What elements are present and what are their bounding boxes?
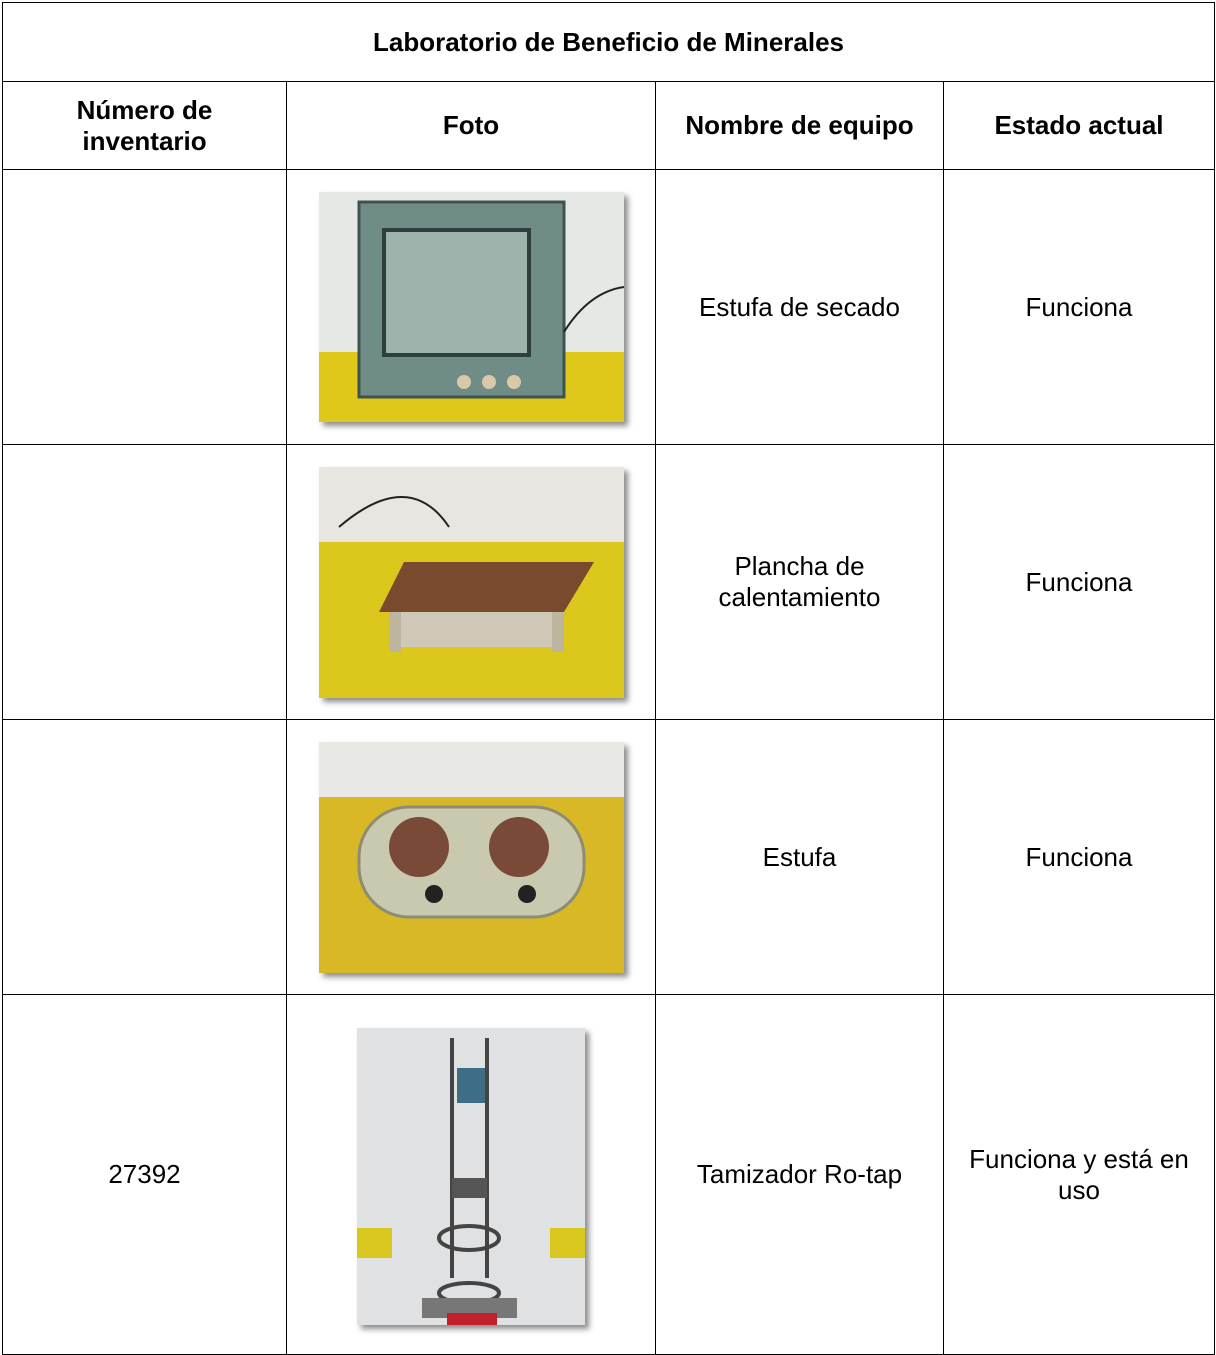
photo-cell <box>286 169 656 445</box>
header-cell: Estado actual <box>943 81 1215 170</box>
photo-cell <box>286 994 656 1355</box>
status-cell: Funciona y está en uso <box>943 994 1215 1355</box>
header-cell: Foto <box>286 81 656 170</box>
status-cell: Funciona <box>943 169 1215 445</box>
table-title: Laboratorio de Beneficio de Minerales <box>2 2 1215 82</box>
status-cell: Funciona <box>943 719 1215 995</box>
header-cell: Nombre de equipo <box>655 81 944 170</box>
photo-oven <box>318 192 624 422</box>
photo-hotplate <box>318 466 624 698</box>
inventory-cell <box>2 444 287 720</box>
status-cell: Funciona <box>943 444 1215 720</box>
photo-cell <box>286 444 656 720</box>
inventory-cell <box>2 169 287 445</box>
photo-cell <box>286 719 656 995</box>
photo-stove <box>318 741 624 973</box>
name-cell: Tamizador Ro-tap <box>655 994 944 1355</box>
header-cell: Número de inventario <box>2 81 287 170</box>
inventory-cell <box>2 719 287 995</box>
name-cell: Estufa de secado <box>655 169 944 445</box>
inventory-cell: 27392 <box>2 994 287 1355</box>
name-cell: Estufa <box>655 719 944 995</box>
name-cell: Plancha de calentamiento <box>655 444 944 720</box>
photo-sieve <box>357 1028 585 1325</box>
